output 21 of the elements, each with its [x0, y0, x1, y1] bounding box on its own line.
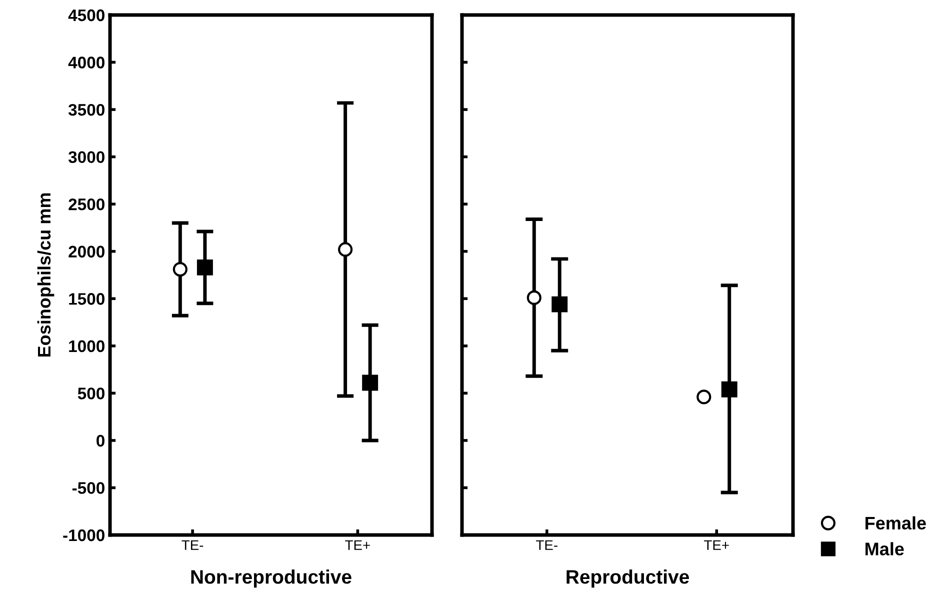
- y-tick-label: 0: [96, 434, 104, 447]
- y-tick-label: 500: [78, 388, 104, 400]
- x-axis-title: Non-reproductive: [191, 569, 352, 588]
- y-tick-label: 4500: [68, 9, 104, 22]
- y-tick-label: 2000: [68, 246, 104, 258]
- y-tick-label: -500: [72, 482, 104, 494]
- y-tick-label: -1000: [63, 529, 104, 542]
- x-tick-label: TE-: [182, 540, 204, 550]
- y-tick-label: 3000: [68, 151, 104, 164]
- y-tick-label: 2500: [68, 198, 104, 210]
- y-axis-title: Eosinophils/cu mm: [37, 193, 54, 357]
- legend-label: Female: [866, 516, 926, 530]
- x-axis-title: Reproductive: [566, 569, 689, 588]
- x-tick-label: TE+: [704, 540, 729, 550]
- legend-label: Male: [866, 542, 904, 556]
- x-tick-label: TE+: [345, 540, 370, 550]
- y-tick-label: 1000: [69, 340, 104, 352]
- y-tick-label: 1500: [69, 293, 104, 305]
- x-tick-label: TE-: [536, 540, 558, 550]
- y-tick-label: 4000: [68, 56, 104, 68]
- y-tick-label: 3500: [68, 104, 104, 116]
